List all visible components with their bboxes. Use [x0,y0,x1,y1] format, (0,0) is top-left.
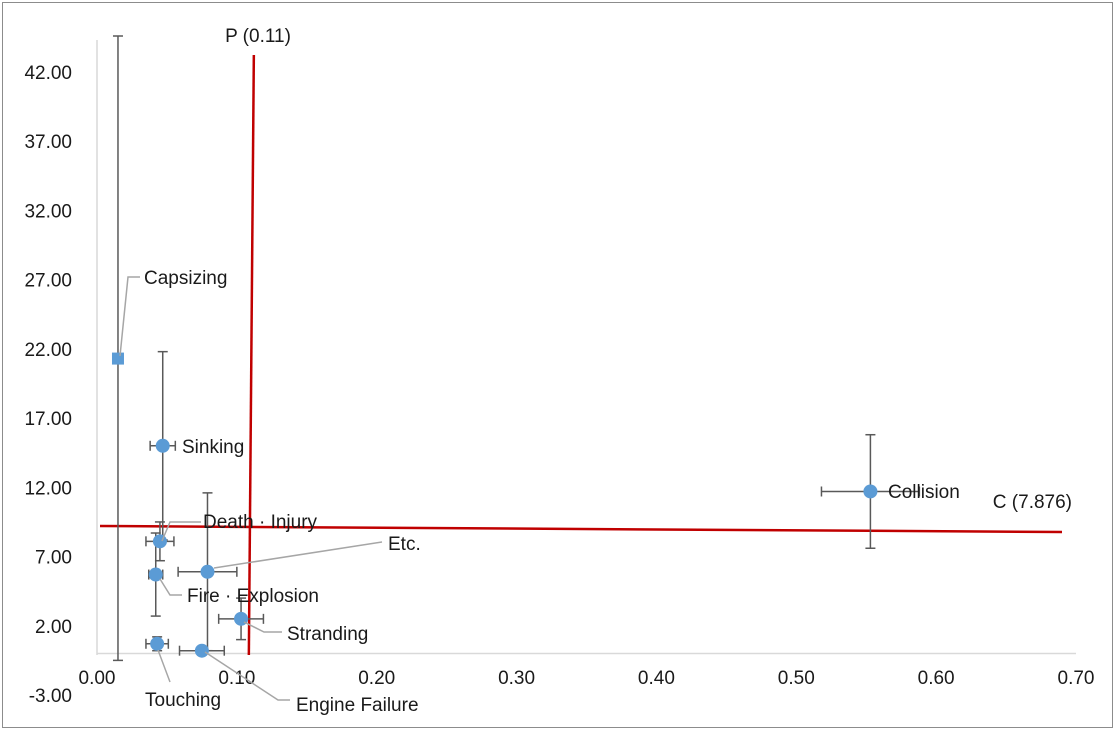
x-tick-label: 0.70 [1058,668,1095,689]
data-point [863,484,878,499]
x-tick-label: 0.00 [79,668,116,689]
data-point [148,567,163,582]
data-point [194,643,209,658]
y-tick-label: 32.00 [24,201,72,222]
x-tick-label: 0.60 [918,668,955,689]
point-label: Etc. [388,534,421,555]
axes: 0.00 0.10 0.20 0.30 0.40 0.50 0.60 0.70 -3.00 2.0… [24,40,1094,707]
y-tick-label: 17.00 [24,409,72,430]
data-point [152,534,167,549]
y-tick-label: 22.00 [24,340,72,361]
leader-line [119,276,140,357]
x-tick-label: 0.20 [358,668,395,689]
y-tick-label: 12.00 [24,478,72,499]
point-labels: Capsizing Sinking Collision Death · Injury E… [144,268,960,716]
data-point [200,564,215,579]
point-label: Sinking [182,437,244,458]
leader-line [157,649,171,683]
point-label: Capsizing [144,268,227,289]
point-label: Collision [888,482,960,503]
x-tick-label: 0.50 [778,668,815,689]
leader-line [213,541,383,569]
y-tick-label: -3.00 [29,686,72,707]
point-label: Engine Failure [296,695,419,716]
x-tick-label: 0.30 [498,668,535,689]
data-point [111,352,124,365]
leader-line [243,621,282,633]
data-point [155,438,170,453]
point-label: Touching [145,690,221,711]
threshold-line-c [99,524,1063,534]
data-points [111,352,878,658]
leader-line [161,521,201,542]
x-tick-label: 0.40 [638,668,675,689]
error-bars [112,35,921,662]
y-tick-label: 37.00 [24,132,72,153]
leader-line [204,651,290,701]
x-tick-label: 0.10 [218,668,255,689]
data-point [150,636,165,651]
label-leaders [119,276,383,701]
threshold-lines: P (0.11) C (7.876) [99,26,1072,656]
threshold-line-p [247,54,256,656]
y-tick-label: 2.00 [35,617,72,638]
y-tick-label: 7.00 [35,548,72,569]
point-label: Death · Injury [203,512,318,533]
point-label: Fire · Explosion [187,586,319,607]
threshold-label-c: C (7.876) [993,492,1072,513]
y-tick-label: 27.00 [24,271,72,292]
y-tick-label: 42.00 [24,63,72,84]
leader-line [159,578,182,596]
point-label: Stranding [287,624,368,645]
threshold-label-p: P (0.11) [225,26,291,47]
